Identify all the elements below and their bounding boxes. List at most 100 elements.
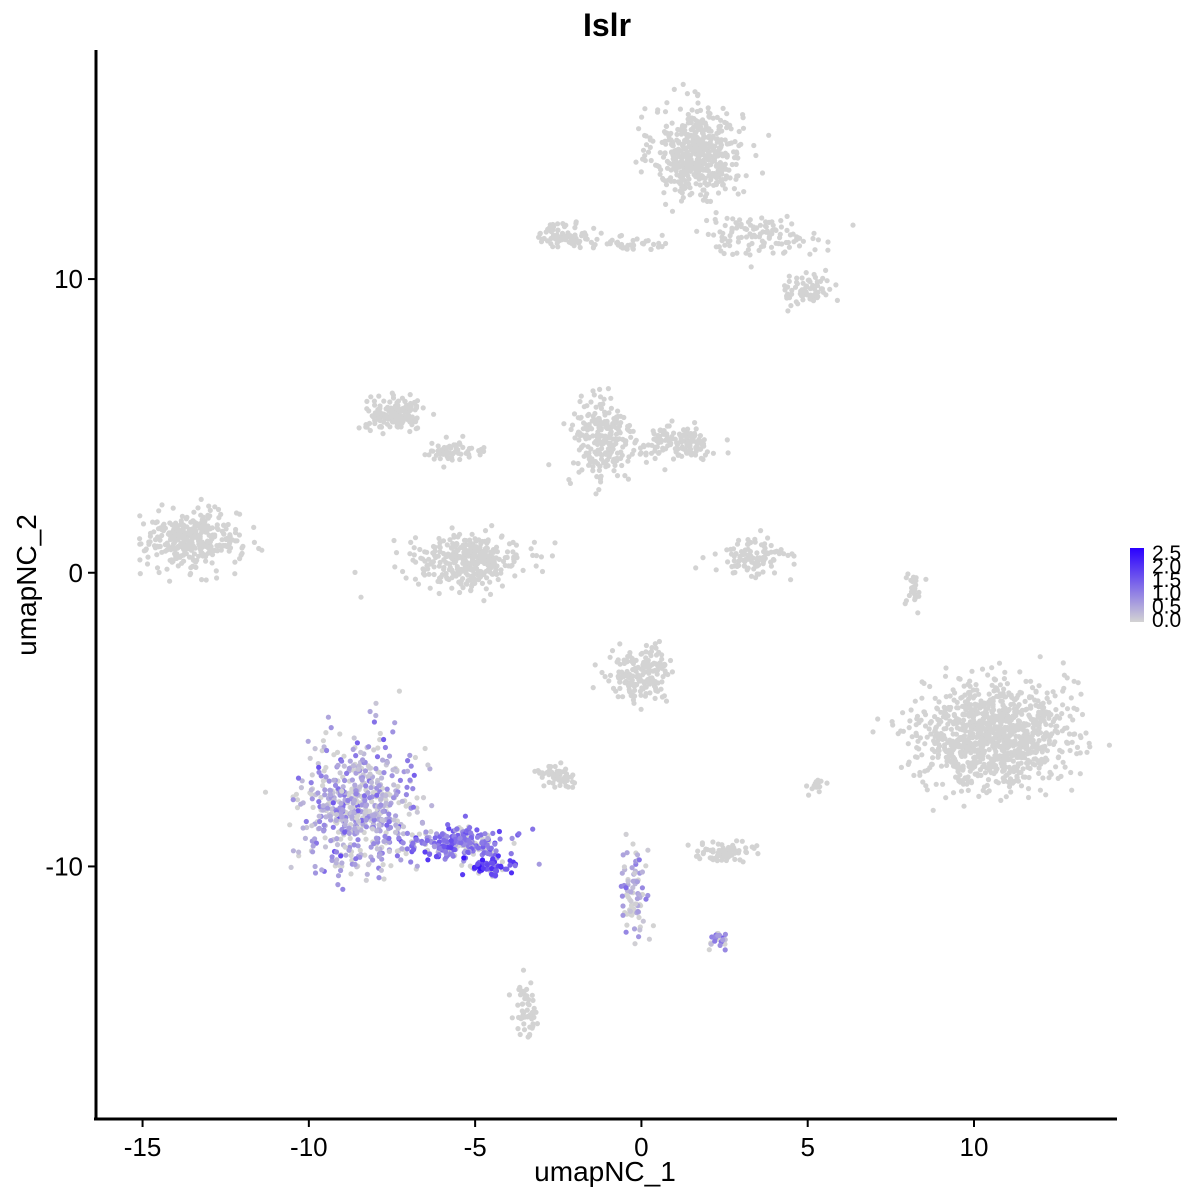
cell-point [815,237,822,243]
cell-point [154,552,160,558]
cell-point [309,796,315,802]
cell-point [357,784,363,790]
cell-point [984,720,991,726]
cell-point [541,783,547,789]
cell-point [460,872,466,878]
cell-point [181,551,187,557]
cell-point [720,182,726,188]
cell-point [786,244,793,250]
cell-point [581,420,587,426]
cell-point [554,773,560,779]
cell-point [674,172,680,178]
cell-point [400,840,406,846]
cell-point [1033,689,1039,695]
x-axis-ticks: -15 -10 -5 0 5 10 [124,1119,988,1162]
cell-point [1078,734,1084,741]
cell-point [617,661,623,667]
cell-point [1043,792,1049,798]
cell-point [760,558,766,564]
cell-point [492,841,498,847]
cell-point [914,716,920,722]
cell-point [944,758,950,764]
cell-point [565,784,571,790]
cell-point [366,420,373,426]
cell-point [377,403,383,409]
cell-point [982,770,989,776]
cell-point [789,291,795,297]
cell-point [629,865,635,871]
cell-point [738,223,744,230]
cell-point [493,868,499,874]
cell-point [975,710,981,716]
colorbar-tick-label: 2.0 [1152,555,1181,578]
cell-point [714,858,720,864]
cell-point [656,663,663,669]
cell-point [321,828,327,834]
cell-point [957,772,963,778]
cell-point [654,109,661,115]
cell-point [380,808,386,815]
cell-point [322,792,328,798]
cell-point [685,111,691,118]
cell-point [707,144,713,150]
cell-point [461,546,467,552]
cell-point [977,722,983,728]
cell-point [410,840,416,846]
cell-point [623,441,629,447]
cell-point [985,672,991,678]
cell-point [598,230,604,236]
cell-point [137,536,143,542]
cell-point [226,540,233,547]
cell-point [810,282,816,288]
cell-point [999,747,1005,753]
cell-point [378,796,384,802]
cell-point [962,699,969,705]
cell-point [928,731,934,737]
cell-point [1052,693,1058,699]
cell-point [634,879,641,885]
cell-point [679,127,685,133]
cell-point [381,398,387,404]
cell-point [407,752,413,759]
cell-point [569,779,576,785]
cell-point [824,278,830,284]
cell-point [221,522,227,528]
colorbar-tick-label: 1.0 [1152,582,1181,605]
cell-point [960,763,966,769]
cell-point [140,521,147,527]
cell-point [1038,701,1044,707]
cell-point [720,105,726,111]
cell-point [515,1002,521,1008]
cell-point [466,566,473,572]
cell-point [437,579,443,585]
cell-point [1062,764,1068,770]
cell-point [912,595,918,601]
cell-point [973,704,979,710]
cell-point [966,710,972,716]
cell-point [734,563,740,570]
cell-point [625,476,632,482]
cell-point [785,308,791,314]
cell-point [690,160,696,166]
cell-point [993,685,999,691]
cell-point [448,838,454,844]
cell-point [630,237,636,244]
cell-point [604,241,610,247]
cell-point [349,777,355,783]
cell-point [353,856,359,862]
cell-point [1018,783,1025,789]
cell-point [628,434,634,440]
cell-point [912,754,919,760]
cell-point [955,705,961,711]
cell-point [599,669,605,676]
cell-point [335,762,341,768]
cell-point [572,225,578,231]
cell-point [367,765,373,771]
cell-point [770,250,776,256]
cell-point [968,724,974,731]
cell-point [751,566,757,572]
cell-point [1023,722,1029,728]
cell-point [697,856,703,862]
cell-point [648,653,654,659]
cell-point [227,532,233,538]
